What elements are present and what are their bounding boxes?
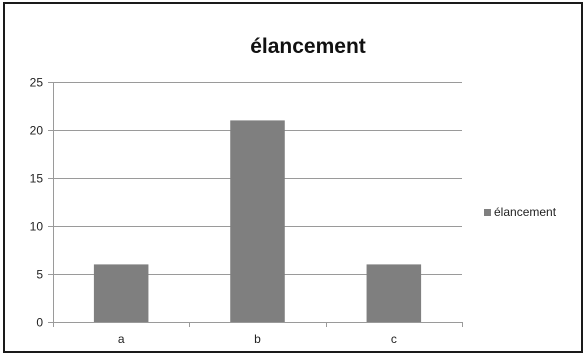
y-tick-labels: 0 5 10 15 20 25 [30,76,44,330]
x-tick-label: c [391,332,397,346]
legend: élancement [484,205,557,219]
x-tick-label: a [118,332,125,346]
bars [93,120,422,323]
axes [48,82,463,327]
bar-chart: élancement 0 5 10 15 20 25 a b c élancement [30,35,557,346]
bar-b [230,120,285,323]
bar-a [93,264,149,322]
x-tick-label: b [254,332,261,346]
y-tick-label: 25 [30,76,44,90]
x-tick-labels: a b c [118,332,397,346]
y-tick-label: 20 [30,124,44,138]
y-tick-label: 10 [30,220,44,234]
legend-swatch [484,209,491,216]
chart-frame: élancement 0 5 10 15 20 25 a b c élancement [3,2,583,353]
y-tick-label: 15 [30,172,44,186]
bar-c [366,264,422,322]
y-tick-label: 5 [36,268,43,282]
y-tick-label: 0 [36,316,43,330]
legend-label: élancement [494,205,557,219]
chart-title: élancement [250,35,366,58]
